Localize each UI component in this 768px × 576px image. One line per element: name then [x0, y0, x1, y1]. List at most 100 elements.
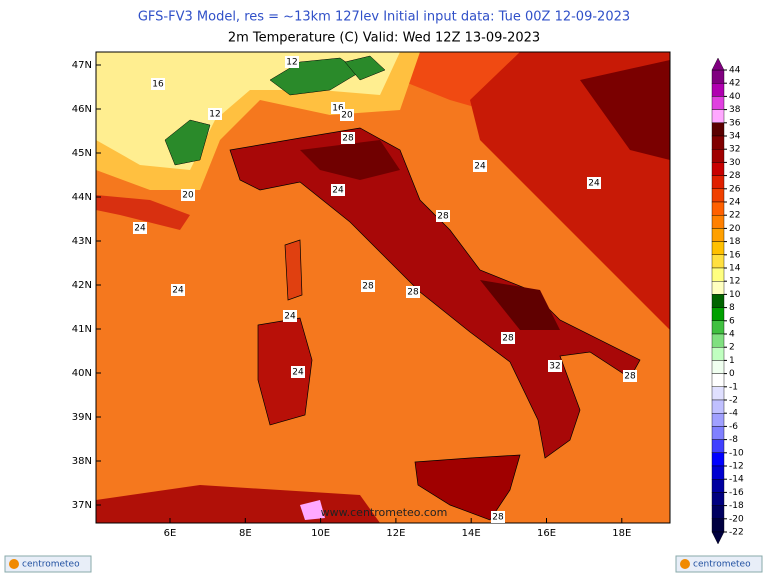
- contour-label-bg: [181, 189, 195, 201]
- logo-icon: [680, 559, 690, 569]
- lat-label: 37N: [72, 500, 92, 511]
- colorbar-label: 44: [729, 66, 741, 76]
- colorbar-top: [711, 57, 725, 71]
- africa-hot: [300, 500, 325, 520]
- contour-label: 24: [332, 186, 344, 196]
- contour-label-bg: [548, 360, 562, 372]
- colorbar-band: [711, 175, 725, 190]
- sicily: [414, 454, 521, 521]
- colorbar-band: [711, 320, 725, 335]
- colorbar-label: -6: [729, 422, 738, 432]
- italy: [229, 127, 641, 459]
- contour-label: 20: [182, 191, 194, 201]
- contour-label-bg: [340, 109, 354, 121]
- contour-label-bg: [341, 132, 355, 144]
- corsica: [284, 239, 303, 301]
- colorbar-band: [711, 452, 725, 467]
- colorbar-band: [711, 307, 725, 322]
- lat-label: 38N: [72, 456, 92, 467]
- contour-label: 16: [152, 80, 164, 90]
- colorbar-band: [711, 439, 725, 454]
- contour-label-bg: [623, 370, 637, 382]
- contour-label: 12: [286, 58, 297, 68]
- contour-label-bg: [283, 310, 297, 322]
- colorbar-label: -14: [729, 475, 744, 485]
- colorbar-label: -16: [729, 488, 744, 498]
- colorbar-label: -22: [729, 528, 744, 538]
- subtitle: 2m Temperature (C) Valid: Wed 12Z 13-09-…: [228, 31, 540, 46]
- logo-box: [4, 555, 92, 573]
- logo-text: centrometeo: [22, 560, 80, 570]
- logo-left: centrometeo: [4, 555, 92, 573]
- colorbar-label: 4: [729, 330, 735, 340]
- lat-label: 42N: [72, 280, 92, 291]
- contour-label: 24: [284, 312, 296, 322]
- lon-label: 6E: [164, 528, 177, 539]
- contour-label-bg: [171, 284, 185, 296]
- colorbar-band: [711, 518, 725, 533]
- contour-label: 20: [341, 111, 353, 121]
- balkans-hot: [580, 60, 670, 160]
- colorbar-label: 38: [729, 105, 741, 115]
- colorbar-label: -12: [729, 462, 744, 472]
- colorbar-label: 34: [729, 132, 741, 142]
- colorbar-band: [711, 135, 725, 150]
- colorbar-band: [711, 82, 725, 97]
- colorbar-label: -10: [729, 448, 744, 458]
- contour-label: 28: [437, 212, 449, 222]
- colorbar-band: [711, 267, 725, 282]
- lon-label: 12E: [386, 528, 405, 539]
- alps-cold: [164, 119, 211, 166]
- contour-label-bg: [133, 222, 147, 234]
- contour-label: 28: [342, 134, 354, 144]
- lat-label: 39N: [72, 412, 92, 423]
- contour-label: 24: [474, 162, 486, 172]
- lat-label: 46N: [72, 104, 92, 115]
- colorbar-label: 6: [729, 316, 735, 326]
- colorbar-label: 22: [729, 211, 740, 221]
- colorbar-label: 12: [729, 277, 740, 287]
- po-valley-hot: [300, 140, 400, 180]
- lat-label: 47N: [72, 60, 92, 71]
- colorbar-band: [711, 109, 725, 123]
- colorbar-label: 30: [729, 158, 741, 168]
- colorbar-band: [711, 241, 725, 256]
- colorbar-label: 42: [729, 79, 740, 89]
- contour-label-bg: [291, 366, 305, 378]
- contour-label: 24: [172, 286, 184, 296]
- lat-label: 44N: [72, 192, 92, 203]
- contour-label-bg: [208, 108, 222, 120]
- colorbar-band: [711, 347, 725, 361]
- lon-label: 18E: [612, 528, 631, 539]
- contour-label: 24: [292, 368, 304, 378]
- colorbar-band: [711, 254, 725, 269]
- colorbar-label: 36: [729, 118, 741, 128]
- logo-icon: [9, 559, 19, 569]
- contour-label: 28: [492, 513, 504, 523]
- colorbar-band: [711, 148, 725, 163]
- lon-label: 8E: [239, 528, 252, 539]
- lon-label: 16E: [537, 528, 556, 539]
- contour-label-bg: [285, 56, 299, 68]
- lat-label: 43N: [72, 236, 92, 247]
- colorbar-label: -18: [729, 501, 744, 511]
- contour-label-bg: [436, 210, 450, 222]
- colorbar-label: 16: [729, 250, 741, 260]
- colorbar-label: 18: [729, 237, 741, 247]
- colorbar-band: [711, 281, 725, 295]
- alps-cold: [344, 55, 386, 81]
- contour-label: 28: [407, 288, 419, 298]
- contour-label-bg: [331, 184, 345, 196]
- map: [95, 51, 671, 524]
- colorbar-label: 10: [729, 290, 741, 300]
- contour-label: 12: [209, 110, 220, 120]
- contour-label-bg: [406, 286, 420, 298]
- colorbar-band: [711, 214, 725, 229]
- colorbar-label: 40: [729, 92, 741, 102]
- colorbar-band: [711, 386, 725, 401]
- lat-label: 40N: [72, 368, 92, 379]
- sardinia: [257, 317, 313, 426]
- watermark: www.centrometeo.com: [321, 506, 448, 519]
- colorbar-band: [711, 479, 725, 493]
